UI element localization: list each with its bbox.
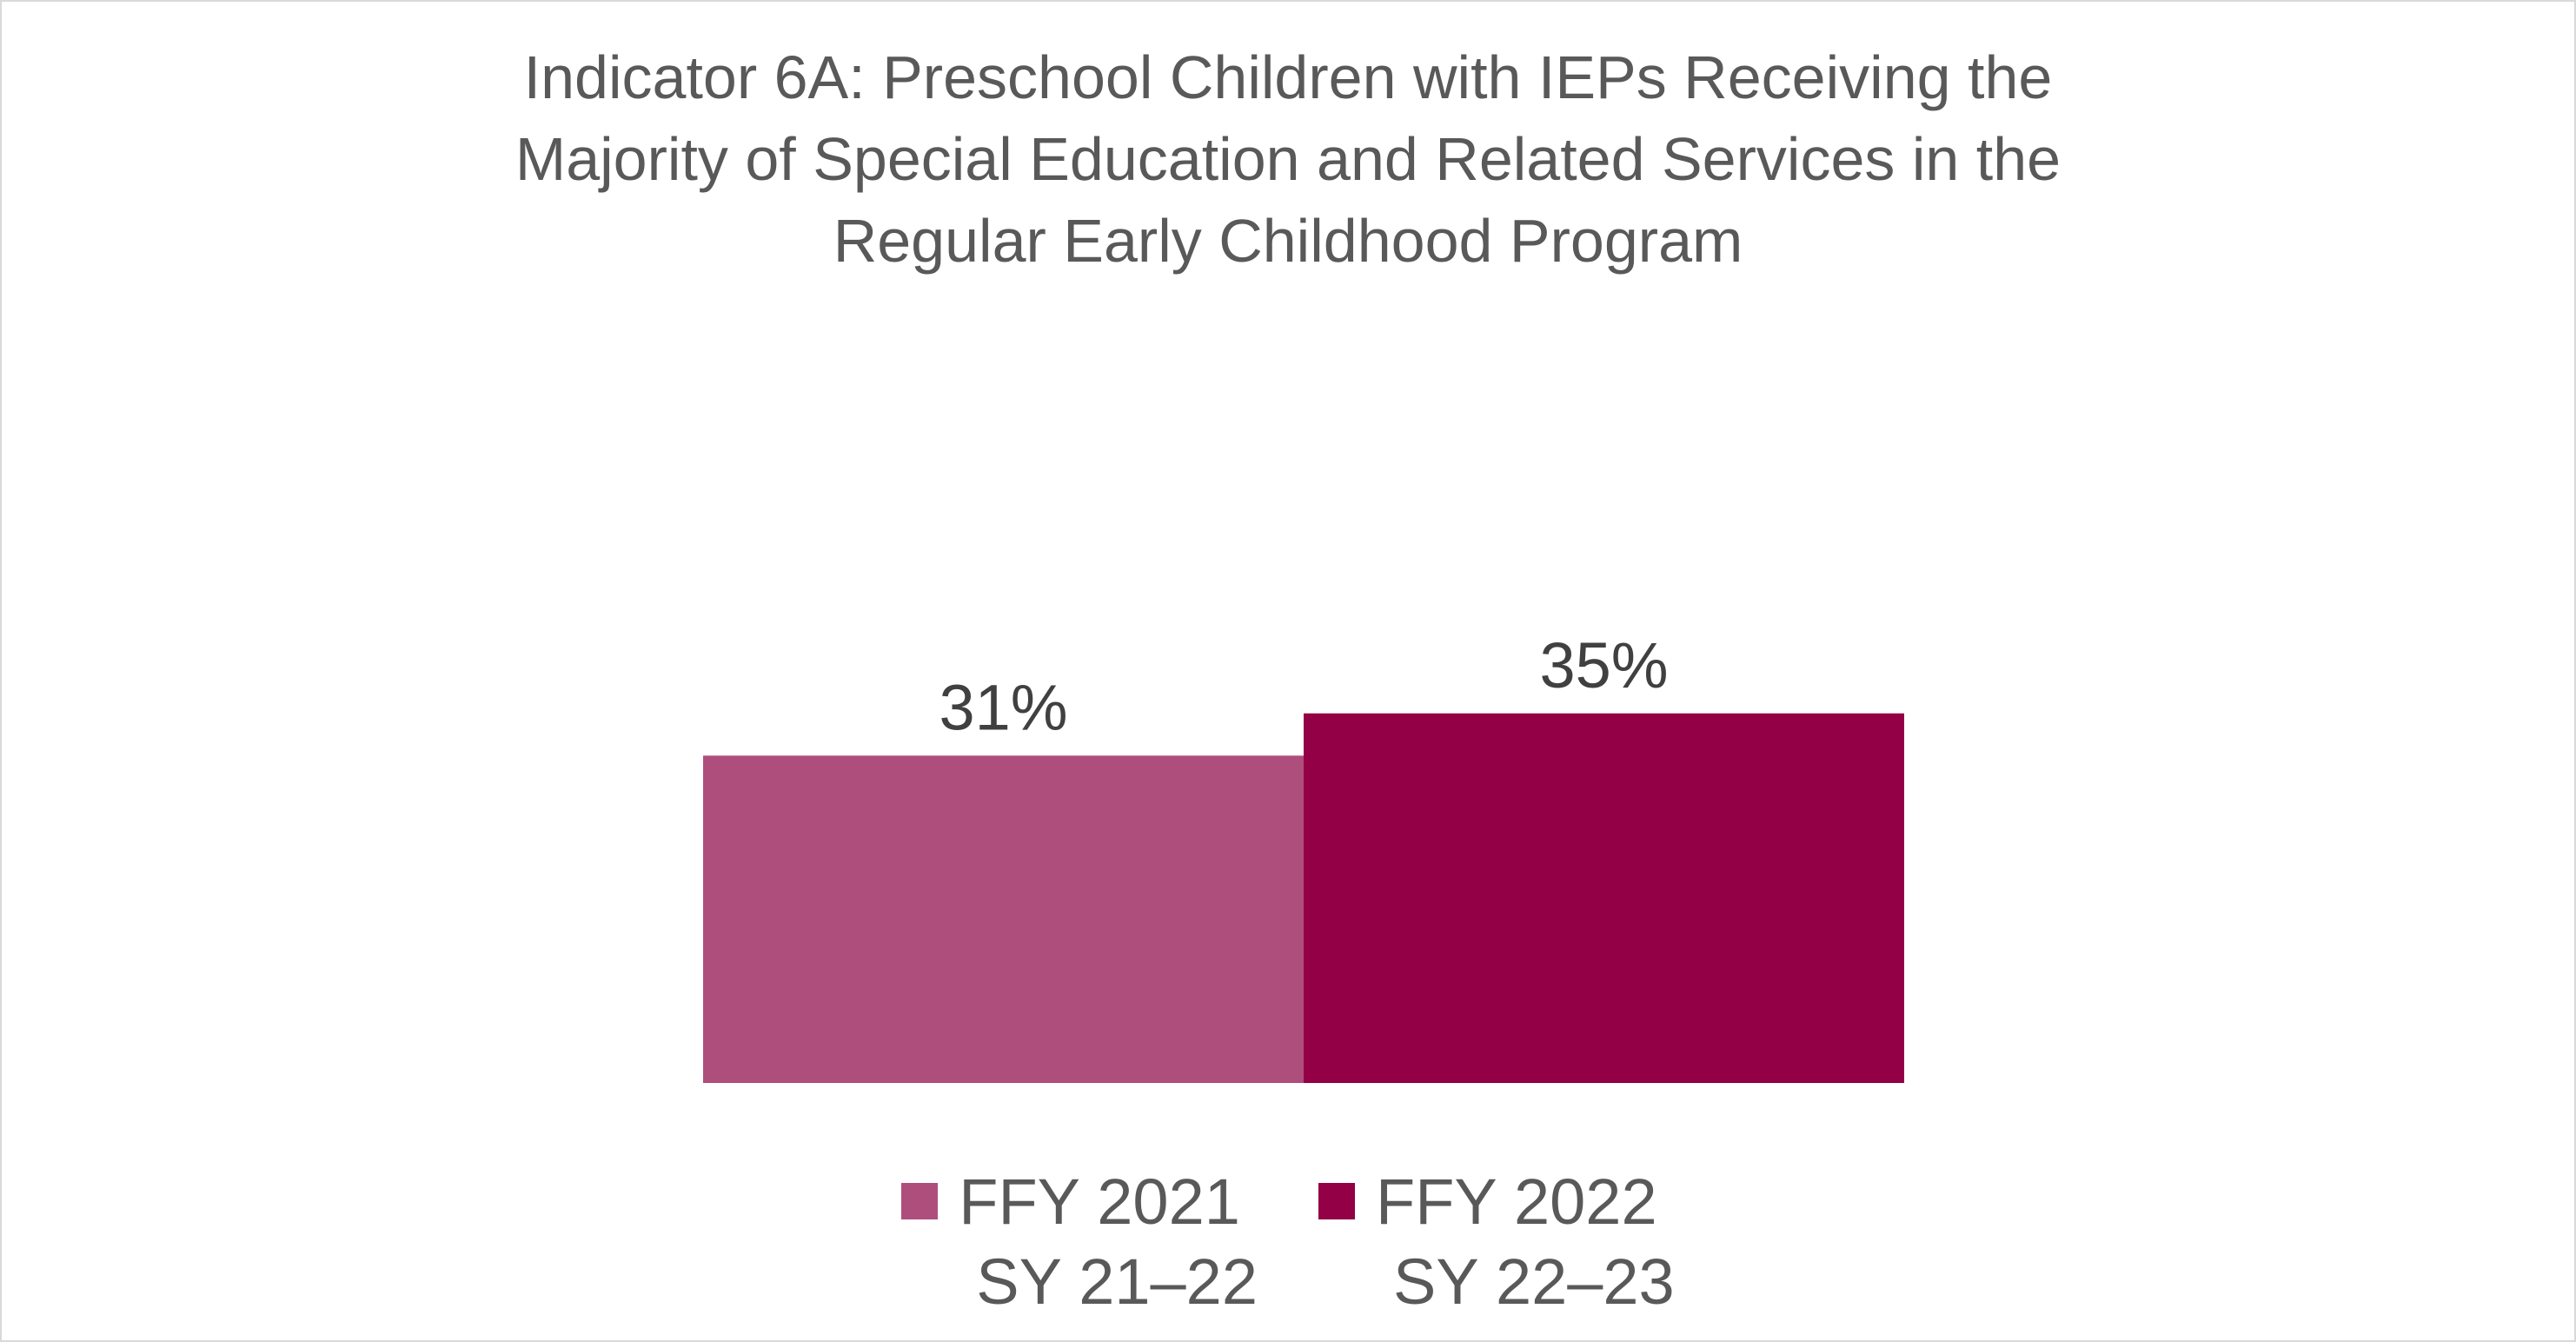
legend-label-ffy-2021: FFY 2021 SY 21–22 <box>959 1162 1258 1322</box>
bar-ffy-2022 <box>1304 713 1904 1083</box>
legend-label-ffy-2022: FFY 2022 SY 22–23 <box>1376 1162 1675 1322</box>
bar-ffy-2021 <box>703 755 1304 1083</box>
legend-label-ffy-2022-line-1: FFY 2022 <box>1376 1166 1657 1238</box>
legend-label-ffy-2021-line-2: SY 21–22 <box>976 1246 1258 1318</box>
data-label-ffy-2021: 31% <box>939 671 1067 743</box>
legend-item-ffy-2021: FFY 2021 SY 21–22 <box>901 1162 1258 1322</box>
legend-item-ffy-2022: FFY 2022 SY 22–23 <box>1318 1162 1675 1322</box>
legend: FFY 2021 SY 21–22 FFY 2022 SY 22–23 <box>2 1162 2574 1322</box>
legend-swatch-ffy-2021 <box>901 1183 939 1219</box>
chart-title-line-2: Majority of Special Education and Relate… <box>515 125 2061 193</box>
legend-label-ffy-2022-line-2: SY 22–23 <box>1393 1246 1675 1318</box>
chart-title-line-3: Regular Early Childhood Program <box>833 207 1743 275</box>
chart-title: Indicator 6A: Preschool Children with IE… <box>2 37 2574 282</box>
chart-title-line-1: Indicator 6A: Preschool Children with IE… <box>523 43 2053 111</box>
legend-label-ffy-2021-line-1: FFY 2021 <box>959 1166 1240 1238</box>
data-label-ffy-2022: 35% <box>1539 629 1668 701</box>
legend-swatch-ffy-2022 <box>1318 1183 1355 1219</box>
